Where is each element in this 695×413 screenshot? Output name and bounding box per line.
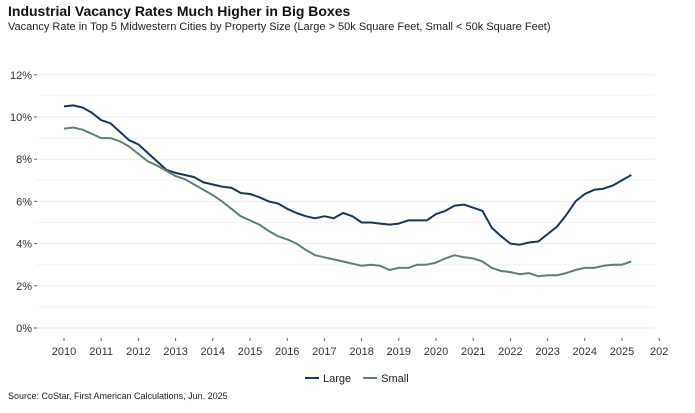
y-tick-label: 8% xyxy=(16,154,32,166)
x-tick-label: 2025 xyxy=(610,346,634,358)
y-tick-label: 6% xyxy=(16,196,32,208)
x-tick-label: 2011 xyxy=(89,346,113,358)
x-tick-label: 2013 xyxy=(163,346,187,358)
x-tick-label: 2021 xyxy=(461,346,485,358)
x-tick-label: 2015 xyxy=(238,346,262,358)
y-tick-label: 2% xyxy=(16,281,32,293)
chart-title: Industrial Vacancy Rates Much Higher in … xyxy=(8,3,351,19)
x-tick-label: 2012 xyxy=(126,346,150,358)
x-tick-label: 2010 xyxy=(52,346,76,358)
legend-label-large: Large xyxy=(323,373,351,385)
x-tick-label: 2018 xyxy=(349,346,373,358)
series-line-large xyxy=(63,104,632,246)
y-tick-label: 4% xyxy=(16,239,32,251)
series-line-small xyxy=(63,126,632,278)
y-tick-label: 10% xyxy=(10,112,32,124)
x-tick-label: 2016 xyxy=(275,346,299,358)
x-tick-label: 2019 xyxy=(387,346,411,358)
y-tick-label: 0% xyxy=(16,323,32,335)
legend-label-small: Small xyxy=(381,373,409,385)
x-tick-label: 2023 xyxy=(535,346,559,358)
y-tick-label: 12% xyxy=(10,70,32,82)
x-tick-label: 202 xyxy=(650,346,668,358)
source-note: Source: CoStar, First American Calculati… xyxy=(8,391,228,401)
x-tick-label: 2022 xyxy=(498,346,522,358)
x-tick-label: 2024 xyxy=(573,346,597,358)
chart-subtitle: Vacancy Rate in Top 5 Midwestern Cities … xyxy=(8,21,551,33)
x-tick-label: 2014 xyxy=(201,346,225,358)
x-tick-label: 2020 xyxy=(424,346,448,358)
x-tick-label: 2017 xyxy=(312,346,336,358)
